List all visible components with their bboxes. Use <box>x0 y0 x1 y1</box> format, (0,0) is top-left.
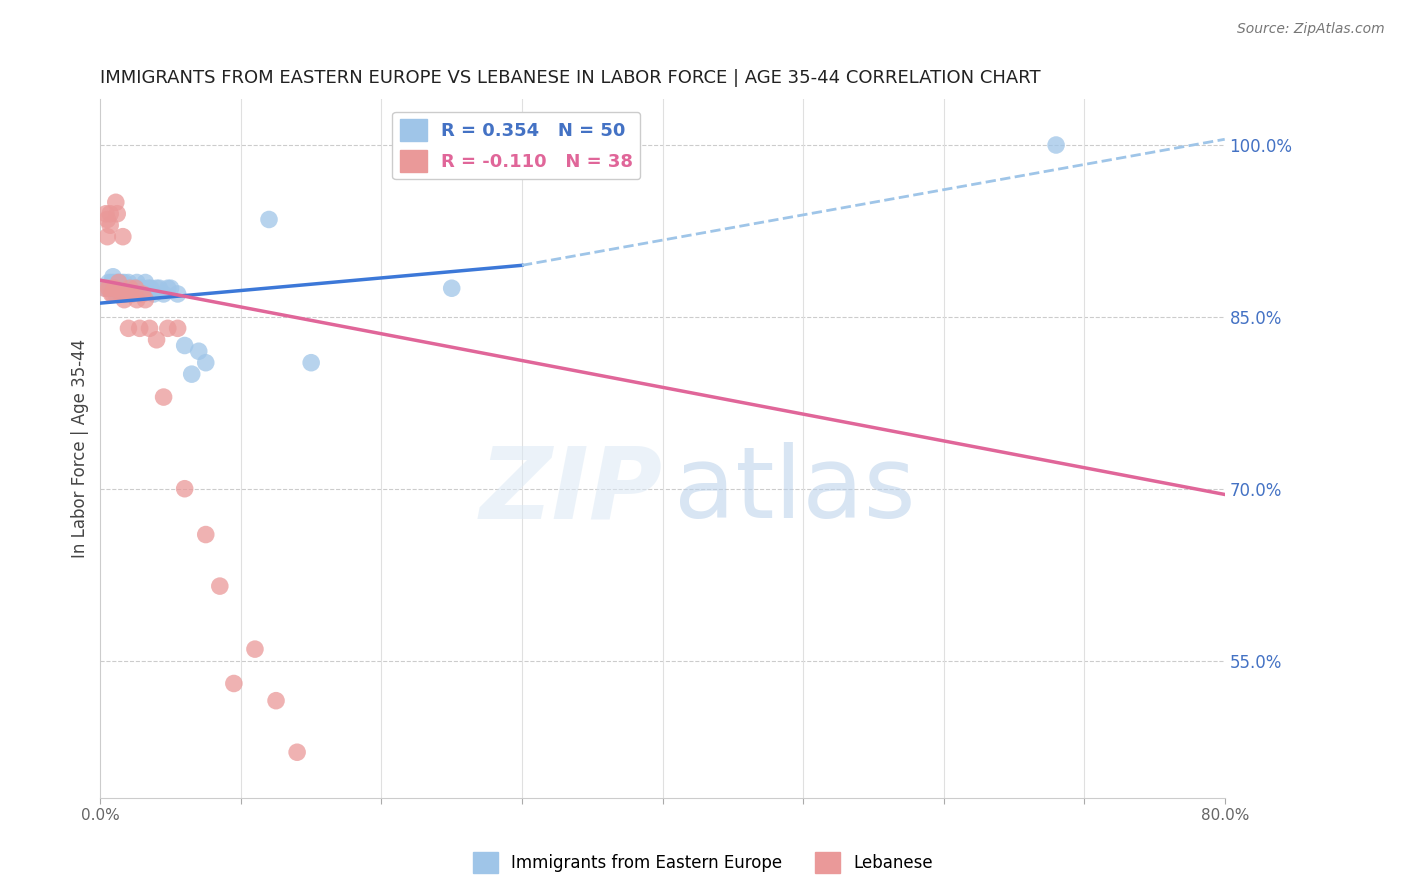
Point <box>98 218 121 232</box>
Point <box>110 281 132 295</box>
Point <box>101 287 124 301</box>
Point <box>166 321 188 335</box>
Point <box>134 293 156 307</box>
Point <box>96 212 118 227</box>
Point <box>117 276 139 290</box>
Point <box>105 276 128 290</box>
Point <box>110 287 132 301</box>
Point <box>100 276 122 290</box>
Point <box>136 281 159 295</box>
Point <box>111 287 134 301</box>
Point <box>97 276 120 290</box>
Text: atlas: atlas <box>673 442 915 539</box>
Point <box>173 482 195 496</box>
Point <box>120 287 142 301</box>
Y-axis label: In Labor Force | Age 35-44: In Labor Force | Age 35-44 <box>72 339 89 558</box>
Point <box>124 281 146 295</box>
Point <box>131 281 153 295</box>
Text: ZIP: ZIP <box>479 442 662 539</box>
Point <box>125 276 148 290</box>
Point <box>108 287 131 301</box>
Point <box>152 287 174 301</box>
Point <box>115 281 138 295</box>
Point <box>117 321 139 335</box>
Point <box>1045 138 1067 153</box>
Point <box>122 281 145 295</box>
Point <box>208 579 231 593</box>
Point <box>93 281 115 295</box>
Point <box>156 281 179 295</box>
Point <box>127 281 149 295</box>
Legend: Immigrants from Eastern Europe, Lebanese: Immigrants from Eastern Europe, Lebanese <box>465 846 941 880</box>
Point <box>166 287 188 301</box>
Point <box>114 287 136 301</box>
Point <box>194 527 217 541</box>
Point <box>138 321 160 335</box>
Point <box>96 229 118 244</box>
Point <box>139 281 162 295</box>
Point <box>222 676 245 690</box>
Point <box>105 207 128 221</box>
Point <box>299 356 322 370</box>
Point <box>107 281 129 295</box>
Point <box>125 293 148 307</box>
Point <box>120 281 142 295</box>
Point <box>94 281 117 295</box>
Point <box>110 276 132 290</box>
Point <box>159 281 181 295</box>
Point <box>100 287 122 301</box>
Point <box>103 276 125 290</box>
Point <box>111 229 134 244</box>
Point <box>105 281 128 295</box>
Point <box>94 207 117 221</box>
Point <box>173 338 195 352</box>
Point <box>440 281 463 295</box>
Point <box>124 281 146 295</box>
Point <box>104 287 127 301</box>
Text: IMMIGRANTS FROM EASTERN EUROPE VS LEBANESE IN LABOR FORCE | AGE 35-44 CORRELATIO: IMMIGRANTS FROM EASTERN EUROPE VS LEBANE… <box>100 69 1040 87</box>
Point <box>128 321 150 335</box>
Point <box>187 344 209 359</box>
Point <box>194 356 217 370</box>
Point <box>128 287 150 301</box>
Point <box>243 642 266 657</box>
Point <box>142 287 165 301</box>
Point <box>101 281 124 295</box>
Point <box>257 212 280 227</box>
Legend: R = 0.354   N = 50, R = -0.110   N = 38: R = 0.354 N = 50, R = -0.110 N = 38 <box>392 112 640 179</box>
Point <box>118 281 141 295</box>
Point <box>111 281 134 295</box>
Point <box>156 321 179 335</box>
Point <box>180 367 202 381</box>
Point <box>101 269 124 284</box>
Point <box>112 293 135 307</box>
Point <box>152 390 174 404</box>
Point <box>97 281 120 295</box>
Point <box>264 694 287 708</box>
Point <box>145 281 167 295</box>
Point <box>114 287 136 301</box>
Point <box>98 207 121 221</box>
Point <box>145 333 167 347</box>
Point <box>107 276 129 290</box>
Point <box>134 276 156 290</box>
Point <box>148 281 170 295</box>
Point <box>121 287 143 301</box>
Point <box>112 276 135 290</box>
Point <box>103 281 125 295</box>
Text: Source: ZipAtlas.com: Source: ZipAtlas.com <box>1237 22 1385 37</box>
Point <box>98 281 121 295</box>
Point <box>103 281 125 295</box>
Point <box>104 195 127 210</box>
Point <box>118 281 141 295</box>
Point <box>107 276 129 290</box>
Point <box>285 745 308 759</box>
Point <box>111 287 134 301</box>
Point <box>131 287 153 301</box>
Point <box>114 281 136 295</box>
